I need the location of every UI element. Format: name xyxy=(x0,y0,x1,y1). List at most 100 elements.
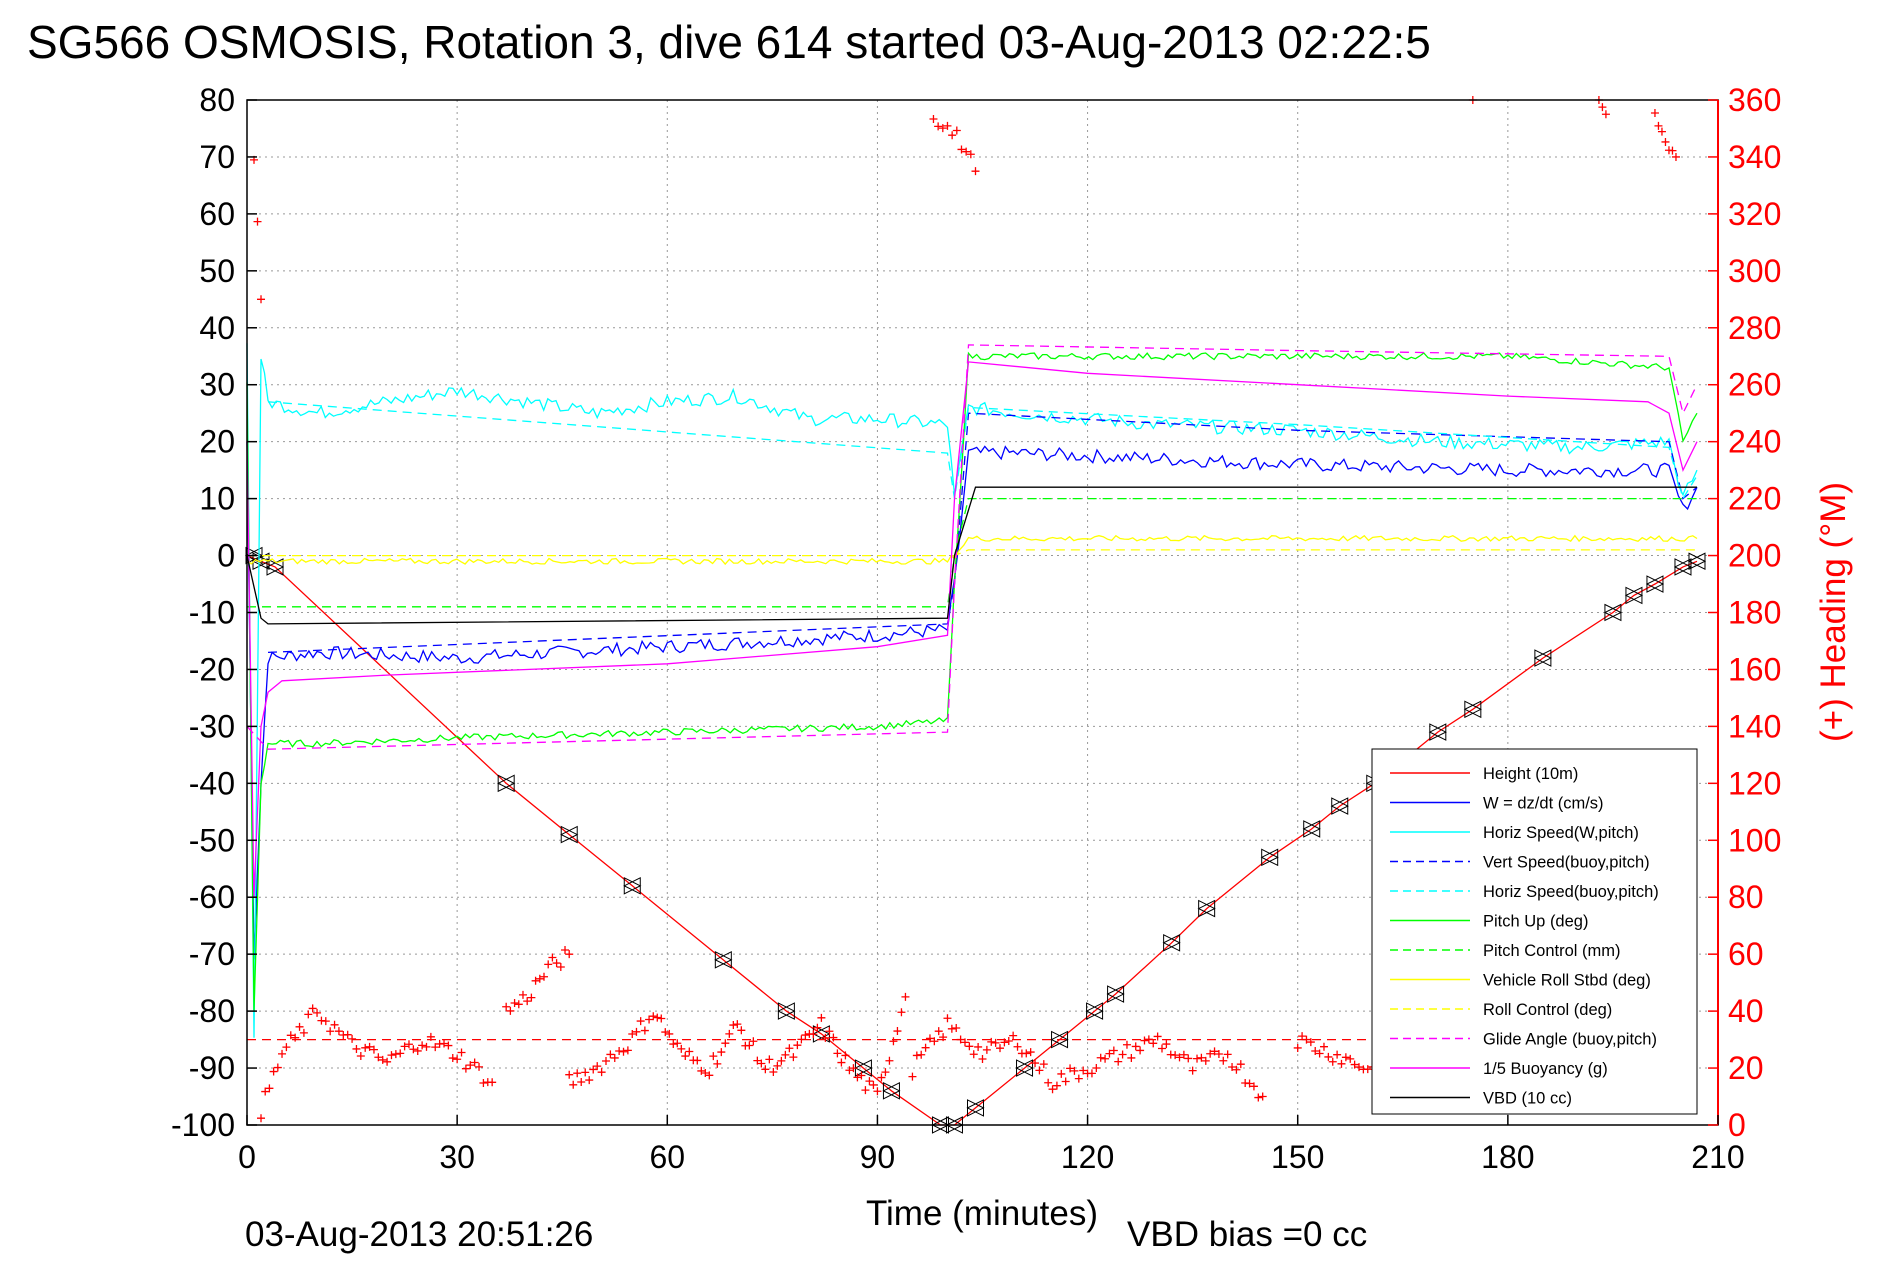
heading-marker-3-21 xyxy=(653,1013,662,1022)
heading-marker-6-13 xyxy=(1350,1060,1359,1069)
heading-marker-1-17 xyxy=(330,1020,339,1029)
x-tick-label-2: 60 xyxy=(649,1139,685,1175)
heading-marker-3-50 xyxy=(769,1068,778,1077)
heading-marker-1-28 xyxy=(378,1055,387,1064)
heading-marker-3-15 xyxy=(628,1030,637,1039)
series-line-11 xyxy=(246,486,1697,625)
y-left-tick-label-18: -100 xyxy=(171,1107,235,1143)
heading-marker-3-75 xyxy=(869,1080,878,1089)
heading-marker-1-44 xyxy=(448,1054,457,1063)
heading-marker-5-63 xyxy=(1184,1054,1193,1063)
heading-marker-5-34 xyxy=(1057,1069,1066,1078)
heading-marker-4-5 xyxy=(952,126,961,135)
legend-label-5: Pitch Up (deg) xyxy=(1483,913,1588,931)
heading-marker-4-6 xyxy=(957,145,966,154)
series-5 xyxy=(246,351,1698,1011)
heading-marker-3-64 xyxy=(825,1027,834,1036)
heading-marker-1-36 xyxy=(413,1046,422,1055)
y-right-tick-label-7: 220 xyxy=(1728,481,1781,517)
heading-marker-3-18 xyxy=(640,1026,649,1035)
heading-marker-5-23 xyxy=(1009,1031,1018,1040)
y-right-tick-label-3: 300 xyxy=(1728,253,1781,289)
heading-marker-1-40 xyxy=(431,1043,440,1052)
y-right-tick-label-2: 320 xyxy=(1728,196,1781,232)
heading-marker-5-36 xyxy=(1066,1064,1075,1073)
heading-marker-5-41 xyxy=(1087,1069,1096,1078)
heading-marker-1-6 xyxy=(282,1043,291,1052)
heading-marker-1-31 xyxy=(391,1050,400,1059)
heading-marker-1-37 xyxy=(418,1041,427,1050)
y-left-tick-label-0: 80 xyxy=(199,82,235,118)
heading-marker-5-70 xyxy=(1214,1049,1223,1058)
heading-marker-1-3 xyxy=(269,1067,278,1076)
heading-marker-6-11 xyxy=(1341,1053,1350,1062)
height-marker-3 xyxy=(497,774,516,793)
legend: Height (10m) W = dz/dt (cm/s) Horiz Speed(… xyxy=(1371,748,1698,1115)
heading-marker-5-20 xyxy=(996,1044,1005,1053)
heading-marker-3-23 xyxy=(661,1028,670,1037)
heading-marker-0-2 xyxy=(257,295,266,304)
heading-marker-5-58 xyxy=(1162,1040,1171,1049)
legend-label-9: Glide Angle (buoy,pitch) xyxy=(1483,1031,1657,1049)
heading-marker-3-69 xyxy=(845,1066,854,1075)
heading-marker-2-1 xyxy=(506,1006,515,1015)
heading-marker-3-40 xyxy=(729,1021,738,1030)
series-line-0 xyxy=(246,554,1698,1126)
heading-marker-5-50 xyxy=(1127,1053,1136,1062)
heading-marker-3-61 xyxy=(813,1023,822,1032)
height-marker-21 xyxy=(1302,820,1321,838)
heading-marker-5-4 xyxy=(925,1034,934,1043)
heading-marker-5-2 xyxy=(917,1050,926,1059)
y-left-tick-label-13: -50 xyxy=(189,822,235,858)
heading-marker-5-14 xyxy=(969,1050,978,1059)
y-right-tick-label-1: 340 xyxy=(1728,139,1781,175)
heading-marker-3-13 xyxy=(619,1047,628,1056)
y-left-tick-label-10: -20 xyxy=(189,651,235,687)
heading-marker-5-49 xyxy=(1122,1040,1131,1049)
heading-marker-5-19 xyxy=(991,1038,1000,1047)
heading-marker-5-39 xyxy=(1079,1066,1088,1075)
y-left-tick-label-2: 60 xyxy=(199,196,235,232)
height-marker-27 xyxy=(1603,603,1623,622)
y-left-tick-label-15: -70 xyxy=(189,936,235,972)
heading-marker-1-22 xyxy=(352,1044,361,1053)
heading-marker-3-36 xyxy=(713,1059,722,1068)
heading-marker-3-32 xyxy=(697,1066,706,1075)
heading-marker-9-5 xyxy=(1668,146,1677,155)
x-tick-label-5: 150 xyxy=(1271,1139,1324,1175)
x-tick-label-7: 210 xyxy=(1691,1139,1744,1175)
heading-marker-1-21 xyxy=(348,1034,357,1043)
x-tick-label-3: 90 xyxy=(860,1139,896,1175)
heading-marker-3-72 xyxy=(857,1071,866,1080)
height-marker-26 xyxy=(1533,649,1552,667)
x-tick-label-4: 120 xyxy=(1061,1139,1114,1175)
heading-marker-5-60 xyxy=(1171,1051,1180,1060)
heading-marker-6-14 xyxy=(1355,1063,1364,1072)
heading-marker-3-71 xyxy=(853,1073,862,1082)
heading-marker-5-78 xyxy=(1249,1082,1258,1091)
heading-marker-3-53 xyxy=(781,1050,790,1059)
series-line-5 xyxy=(246,351,1698,1011)
legend-label-7: Vehicle Roll Stbd (deg) xyxy=(1483,972,1651,990)
heading-marker-8-1 xyxy=(1598,103,1607,112)
heading-marker-3-29 xyxy=(685,1047,694,1056)
heading-marker-5-31 xyxy=(1044,1078,1053,1087)
heading-marker-6-7 xyxy=(1324,1052,1333,1061)
heading-marker-5-8 xyxy=(943,1014,952,1023)
heading-marker-3-78 xyxy=(881,1068,890,1077)
heading-marker-1-8 xyxy=(291,1033,300,1042)
heading-marker-5-65 xyxy=(1193,1054,1202,1063)
heading-marker-2-2 xyxy=(510,999,519,1008)
y-left-tick-label-14: -60 xyxy=(189,879,235,915)
heading-marker-1-16 xyxy=(326,1027,335,1036)
height-marker-18 xyxy=(1162,933,1181,952)
height-marker-10 xyxy=(882,1082,901,1100)
y-right-tick-label-16: 40 xyxy=(1728,993,1764,1029)
heading-marker-3-10 xyxy=(606,1050,615,1059)
heading-marker-2-12 xyxy=(552,959,561,968)
height-marker-20 xyxy=(1260,848,1279,867)
y-left-tick-label-3: 50 xyxy=(199,253,235,289)
heading-marker-2-11 xyxy=(548,953,557,962)
heading-marker-1-49 xyxy=(470,1058,479,1067)
